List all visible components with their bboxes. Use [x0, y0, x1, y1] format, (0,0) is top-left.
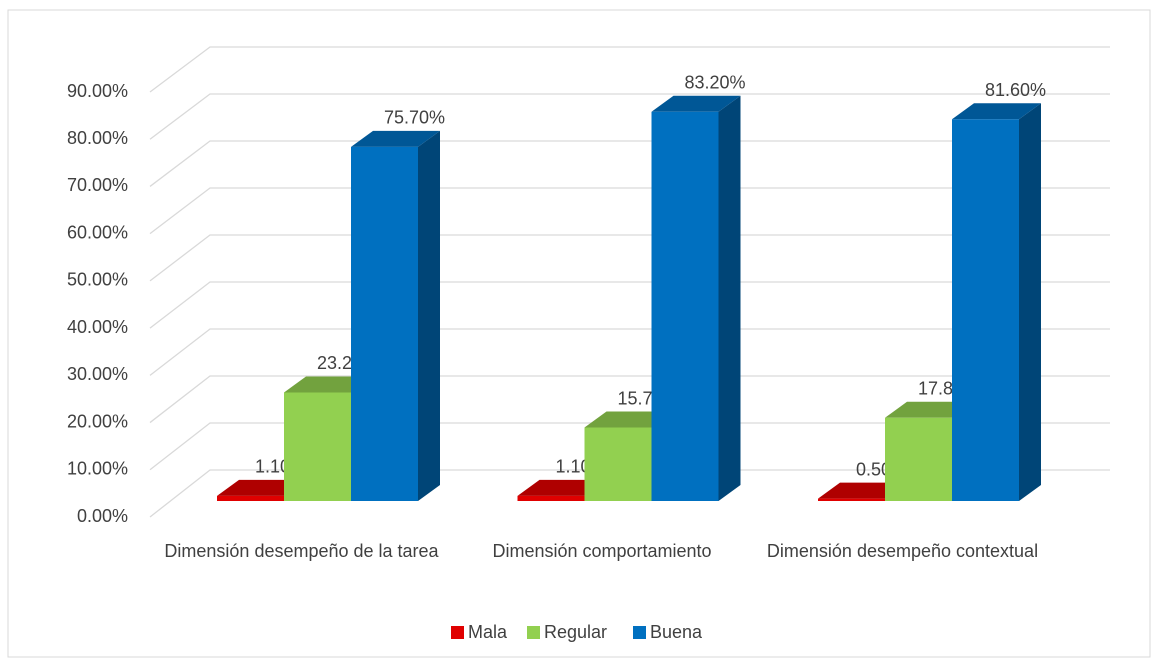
grid-line — [149, 281, 1110, 329]
bar-top — [284, 376, 373, 393]
y-tick-label: 70.00% — [67, 175, 128, 195]
bar-top — [952, 103, 1041, 120]
y-tick-label: 30.00% — [67, 364, 128, 384]
bar — [651, 95, 741, 501]
data-label: 81.60% — [985, 80, 1046, 100]
bar-front — [584, 427, 652, 501]
bar-top — [885, 401, 974, 418]
grid-line — [149, 187, 1110, 235]
bar — [952, 103, 1041, 501]
bar-side — [418, 130, 440, 502]
x-tick-label: Dimensión desempeño de la tarea — [164, 541, 439, 561]
grid-line — [149, 375, 1110, 424]
bar-side — [1019, 103, 1041, 501]
legend-label: Regular — [544, 622, 607, 642]
bar-front — [217, 495, 284, 501]
grid-line — [149, 422, 1110, 471]
y-tick-label: 0.00% — [77, 506, 128, 526]
y-tick-label: 50.00% — [67, 270, 128, 290]
y-tick-label: 10.00% — [67, 459, 128, 479]
bar-top — [217, 479, 306, 496]
y-tick-label: 60.00% — [67, 222, 128, 242]
legend-label: Mala — [468, 622, 508, 642]
bar-top — [818, 482, 907, 499]
bar-top — [584, 411, 674, 428]
bar-front — [885, 417, 952, 501]
legend-label: Buena — [650, 622, 703, 642]
x-tick-label: Dimensión comportamiento — [492, 541, 712, 561]
data-label: 75.70% — [384, 108, 445, 128]
bar-top — [651, 95, 741, 112]
grid-line — [149, 328, 1110, 376]
bar-front — [517, 495, 585, 501]
bar-front — [351, 146, 418, 502]
legend-swatch — [451, 626, 464, 639]
y-tick-label: 20.00% — [67, 411, 128, 431]
legend-swatch — [527, 626, 540, 639]
bar — [351, 130, 440, 502]
bar-side — [718, 95, 741, 501]
legend-swatch — [633, 626, 646, 639]
y-tick-label: 40.00% — [67, 317, 128, 337]
x-tick-label: Dimensión desempeño contextual — [766, 541, 1039, 561]
grid-line — [149, 140, 1110, 187]
grid-line — [149, 93, 1110, 140]
bar-top — [517, 479, 607, 496]
data-label: 83.20% — [684, 73, 745, 93]
bar-front — [284, 392, 351, 501]
bar-front — [818, 498, 885, 501]
grid-line — [149, 469, 1110, 518]
bar-front — [651, 111, 719, 501]
grid-line — [149, 234, 1110, 282]
bar-top — [351, 130, 440, 147]
bar-front — [952, 119, 1019, 501]
y-tick-label: 80.00% — [67, 128, 128, 148]
grid-line — [149, 46, 1110, 93]
y-tick-label: 90.00% — [67, 81, 128, 101]
